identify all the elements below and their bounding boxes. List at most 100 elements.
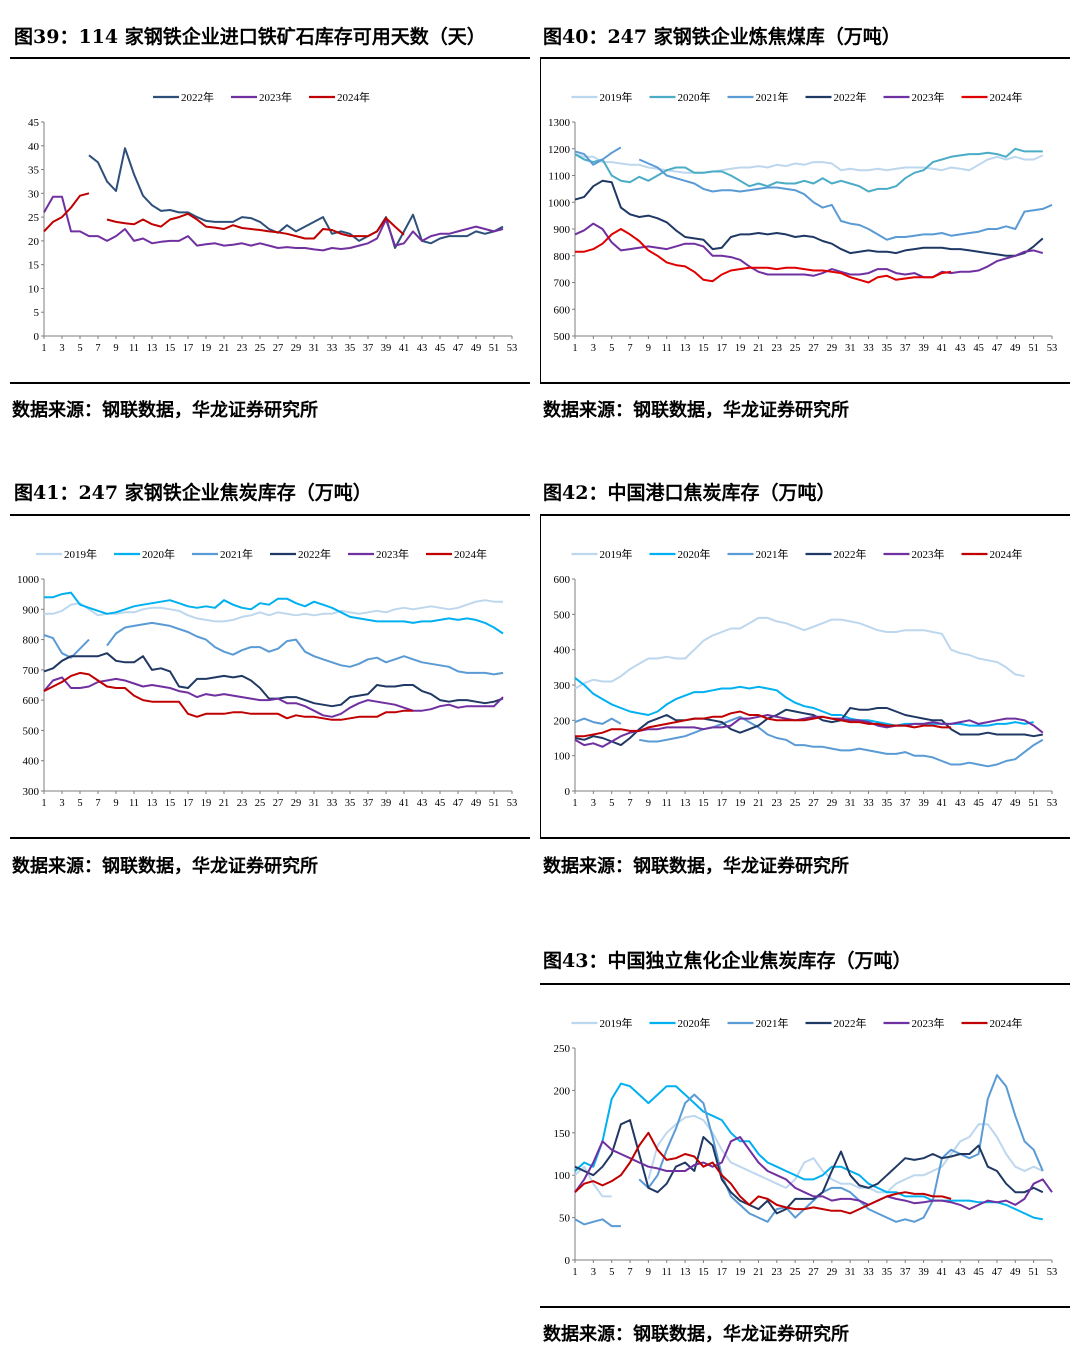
x-tick-label: 21 — [753, 1267, 764, 1278]
x-tick-label: 31 — [309, 343, 320, 354]
y-tick-label: 25 — [28, 212, 40, 224]
x-tick-label: 47 — [453, 798, 464, 809]
series-line-2023年 — [574, 222, 1044, 279]
x-tick-label: 29 — [827, 798, 838, 809]
x-tick-label: 37 — [900, 1267, 911, 1278]
x-tick-label: 37 — [900, 343, 911, 354]
x-tick-label: 19 — [201, 343, 212, 354]
x-tick-label: 15 — [698, 798, 709, 809]
x-tick-label: 7 — [95, 798, 100, 809]
x-tick-label: 41 — [399, 798, 410, 809]
legend-label-2023年: 2023年 — [376, 547, 409, 561]
x-tick-label: 17 — [183, 798, 194, 809]
x-tick-label: 39 — [918, 343, 929, 354]
legend-label-2023年: 2023年 — [912, 547, 945, 561]
y-tick-label: 1000 — [548, 197, 571, 209]
x-tick-label: 31 — [309, 798, 320, 809]
legend-label-2021年: 2021年 — [756, 547, 789, 561]
x-tick-label: 39 — [381, 798, 392, 809]
x-tick-label: 33 — [863, 798, 874, 809]
figure-40-source: 数据来源：钢联数据，华龙证券研究所 — [543, 400, 849, 421]
series-line-2021年 — [43, 634, 90, 659]
x-tick-label: 29 — [827, 1267, 838, 1278]
x-tick-label: 31 — [845, 798, 856, 809]
figure-39-source: 数据来源：钢联数据，华龙证券研究所 — [12, 400, 318, 421]
x-tick-label: 45 — [973, 1267, 984, 1278]
series-line-2021年 — [106, 621, 504, 676]
x-tick-label: 45 — [973, 343, 984, 354]
x-tick-label: 35 — [345, 343, 356, 354]
x-tick-label: 11 — [129, 343, 139, 354]
y-tick-label: 150 — [554, 1128, 571, 1140]
x-tick-label: 25 — [255, 343, 266, 354]
legend-label-2019年: 2019年 — [64, 547, 97, 561]
x-tick-label: 7 — [627, 1267, 632, 1278]
x-tick-label: 51 — [489, 798, 500, 809]
series-line-2024年 — [575, 228, 952, 284]
legend-label-2022年: 2022年 — [298, 547, 331, 561]
x-tick-label: 13 — [680, 798, 691, 809]
x-tick-label: 17 — [717, 1267, 728, 1278]
x-tick-label: 51 — [1028, 1267, 1039, 1278]
x-tick-label: 23 — [772, 343, 783, 354]
x-tick-label: 17 — [717, 798, 728, 809]
series-line-2020年 — [574, 677, 1034, 727]
x-tick-label: 23 — [772, 798, 783, 809]
x-tick-label: 33 — [863, 1267, 874, 1278]
x-tick-label: 43 — [955, 798, 966, 809]
legend-label-2023年: 2023年 — [912, 1016, 945, 1030]
y-tick-label: 1100 — [548, 171, 570, 183]
y-tick-label: 1000 — [17, 574, 40, 586]
x-tick-label: 21 — [219, 798, 230, 809]
figure-39-title: 图39：114 家钢铁企业进口铁矿石库存可用天数（天） — [14, 26, 486, 48]
y-tick-label: 100 — [554, 1170, 571, 1182]
x-tick-label: 25 — [790, 343, 801, 354]
x-tick-label: 25 — [255, 798, 266, 809]
x-tick-label: 35 — [882, 1267, 893, 1278]
legend-label-2021年: 2021年 — [220, 547, 253, 561]
series-line-2024年 — [574, 1131, 952, 1215]
x-tick-label: 21 — [753, 798, 764, 809]
x-tick-label: 47 — [992, 798, 1003, 809]
y-tick-label: 300 — [23, 786, 40, 798]
x-tick-label: 31 — [845, 343, 856, 354]
series-line-2019年 — [574, 153, 1044, 174]
x-tick-label: 49 — [471, 798, 482, 809]
x-tick-label: 1 — [572, 1267, 577, 1278]
x-tick-label: 43 — [417, 798, 428, 809]
figure-40-top-rule — [540, 57, 1070, 59]
x-tick-label: 27 — [808, 798, 819, 809]
legend-label-2020年: 2020年 — [678, 90, 711, 104]
series-line-2021年 — [638, 158, 1053, 241]
x-tick-label: 11 — [662, 798, 672, 809]
y-tick-label: 0 — [565, 1255, 571, 1267]
figure-42-source: 数据来源：钢联数据，华龙证券研究所 — [543, 856, 849, 877]
figure-39-bottom-rule — [10, 382, 530, 384]
x-tick-label: 37 — [363, 343, 374, 354]
series-line-2022年 — [574, 179, 1044, 257]
series-line-2021年 — [574, 1218, 621, 1228]
x-tick-label: 21 — [753, 343, 764, 354]
x-tick-label: 5 — [609, 1267, 614, 1278]
figure-42-bottom-rule — [540, 837, 1070, 839]
legend-label-2020年: 2020年 — [678, 1016, 711, 1030]
y-tick-label: 500 — [554, 331, 571, 343]
x-tick-label: 11 — [662, 1267, 672, 1278]
series-line-2020年 — [574, 1082, 1043, 1221]
x-tick-label: 17 — [717, 343, 728, 354]
y-tick-label: 5 — [34, 307, 40, 319]
x-tick-label: 51 — [1028, 343, 1039, 354]
x-tick-label: 39 — [381, 343, 392, 354]
legend-label-2020年: 2020年 — [142, 547, 175, 561]
series-line-2024年 — [575, 710, 952, 738]
series-line-2023年 — [43, 195, 504, 252]
x-tick-label: 27 — [273, 343, 284, 354]
x-tick-label: 17 — [183, 343, 194, 354]
series-line-2019年 — [44, 599, 503, 623]
x-tick-label: 53 — [507, 343, 518, 354]
y-tick-label: 400 — [23, 756, 40, 768]
